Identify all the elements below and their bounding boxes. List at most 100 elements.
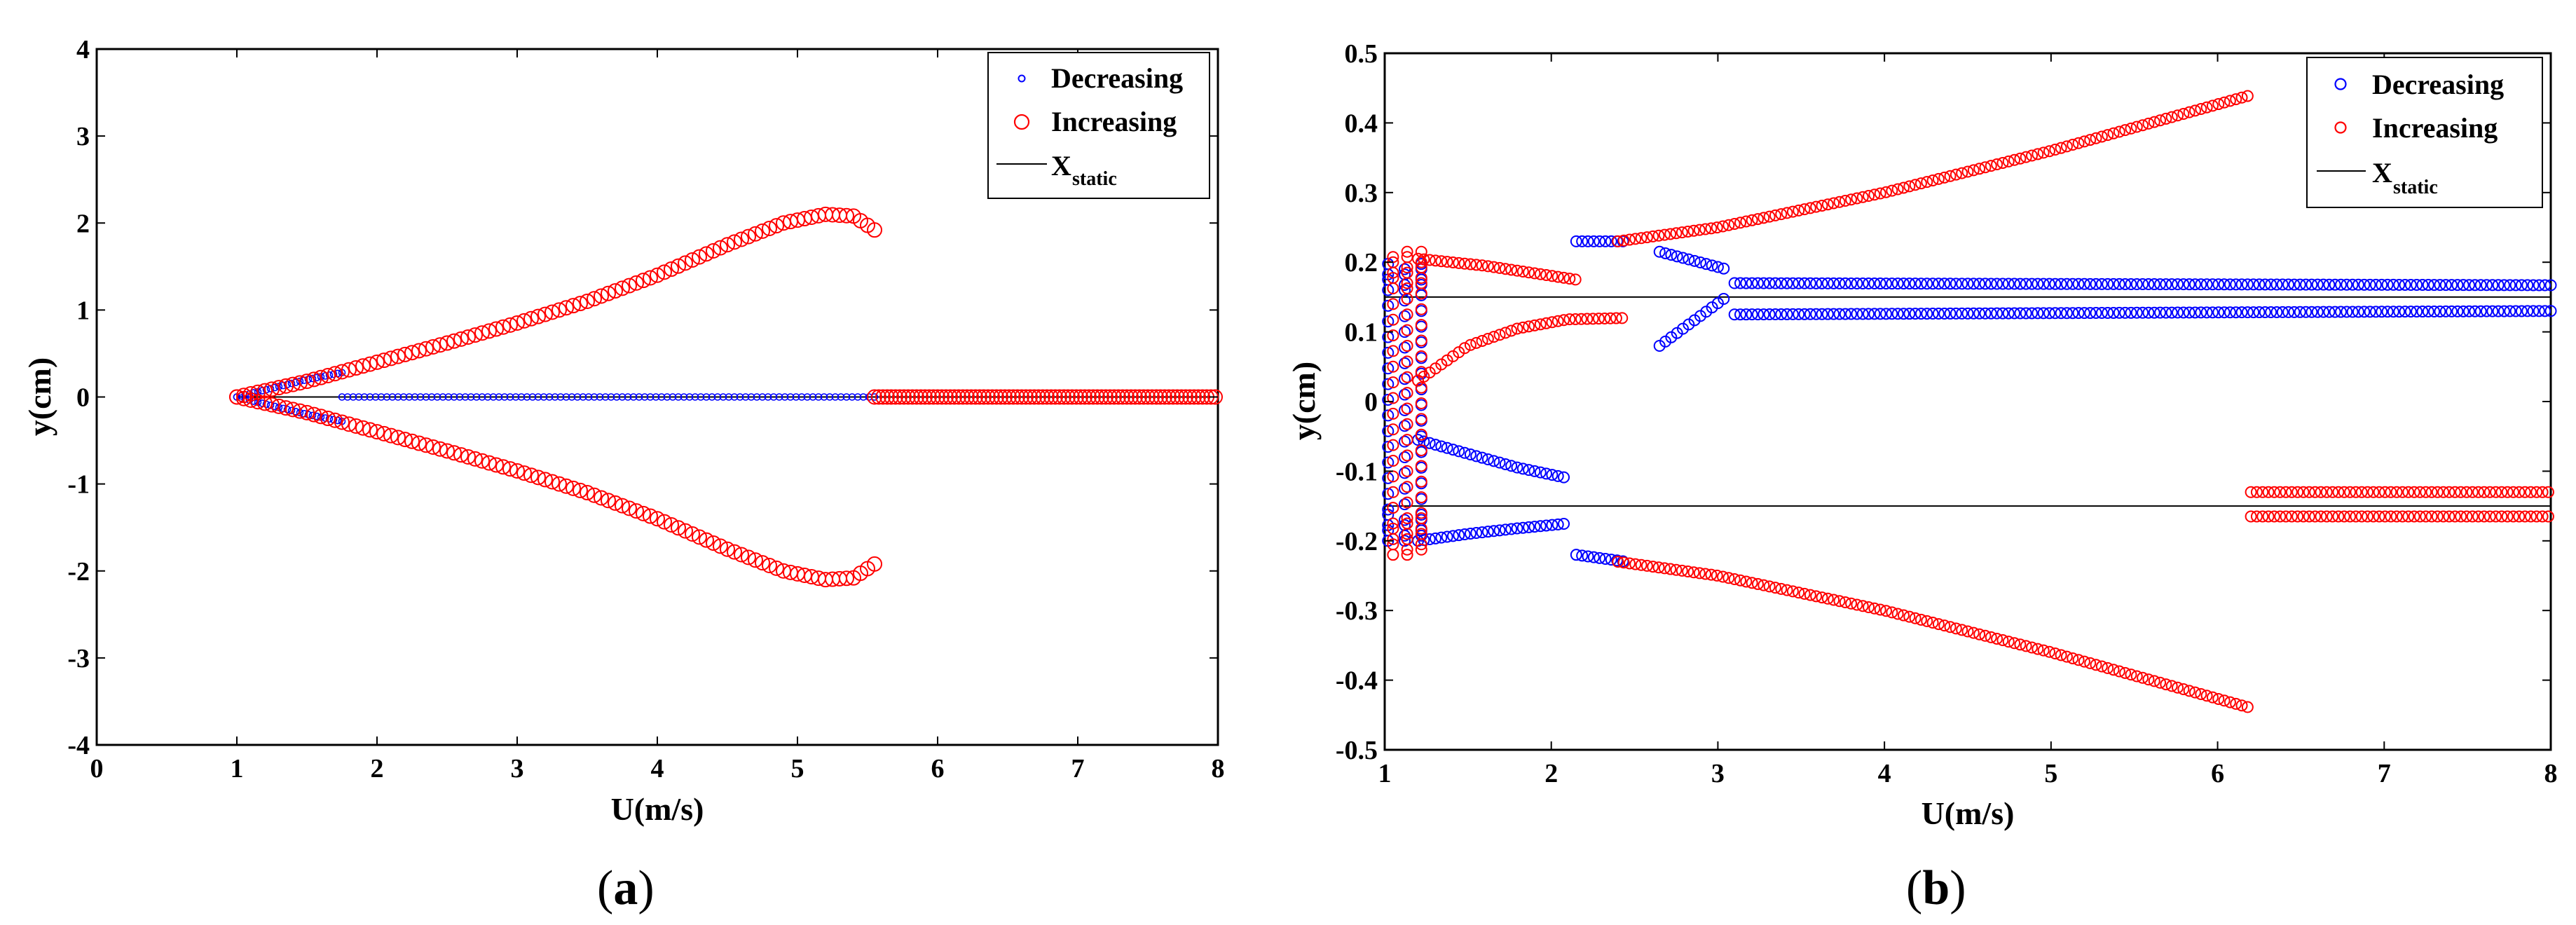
data-point: [1470, 336, 1483, 349]
data-point: [2358, 306, 2371, 318]
y-tick-label: -0.2: [1336, 527, 1378, 556]
data-point: [1897, 308, 1910, 320]
data-point: [1700, 258, 1713, 270]
data-point: [2341, 306, 2353, 318]
data-point: [2376, 306, 2388, 318]
data-point: [837, 393, 845, 401]
data-point: [2137, 671, 2149, 684]
data-point: [1387, 423, 1399, 436]
data-point: [2200, 278, 2213, 291]
data-point: [1540, 317, 1553, 329]
legend-label-xstatic: X: [2372, 157, 2392, 189]
data-point: [1387, 454, 1399, 467]
data-point: [2177, 683, 2190, 696]
data-point: [1401, 418, 1413, 430]
data-point: [1682, 566, 1694, 578]
data-point: [2367, 510, 2380, 523]
data-point: [1973, 628, 1986, 640]
data-point: [2544, 305, 2557, 317]
data-point: [1191, 389, 1206, 405]
data-point: [650, 267, 665, 283]
data-point: [2451, 305, 2464, 317]
data-point: [1845, 193, 1858, 206]
data-point: [1534, 318, 1547, 331]
data-point: [308, 411, 317, 420]
data-point: [1944, 278, 1957, 290]
data-point: [1740, 215, 1753, 228]
data-point: [2425, 510, 2438, 523]
data-point: [1534, 268, 1547, 280]
data-point: [2428, 279, 2441, 292]
data-point: [2323, 278, 2336, 291]
data-point: [2090, 659, 2102, 671]
data-point: [1683, 253, 1695, 266]
legend-marker-increasing: [2334, 121, 2347, 134]
data-point: [1001, 389, 1017, 405]
data-point: [299, 404, 315, 420]
data-point: [1511, 264, 1523, 277]
data-point: [1399, 519, 1411, 531]
data-point: [2195, 306, 2207, 319]
data-point: [892, 389, 907, 405]
data-point: [2142, 278, 2155, 291]
data-point: [2311, 306, 2324, 318]
data-point: [1833, 308, 1846, 320]
data-point: [2160, 278, 2172, 291]
data-point: [2020, 307, 2032, 320]
data-point: [1401, 245, 1413, 258]
data-point: [545, 393, 554, 401]
data-point: [629, 275, 644, 291]
data-point: [2306, 278, 2318, 291]
data-point: [989, 389, 1004, 405]
data-point: [2513, 486, 2526, 498]
data-point: [2142, 306, 2155, 319]
data-point: [1488, 331, 1500, 343]
data-point: [2285, 510, 2298, 523]
data-point: [1599, 235, 1612, 247]
chart-panel-a: 0 1 2 3 4 5 6 7 8 -4 -3 -2 -1 0 1 2 3 4 U(m/s) y(cm) Dec…: [22, 35, 1225, 827]
data-point: [1967, 626, 1980, 639]
data-point: [2119, 278, 2132, 290]
data-point: [562, 393, 570, 401]
data-point: [2294, 278, 2306, 291]
increasing-series: [1387, 90, 2554, 713]
x-axis-label: U(m/s): [1921, 795, 2015, 831]
data-point: [1856, 191, 1869, 203]
data-point: [997, 389, 1013, 405]
data-point: [2539, 279, 2551, 292]
data-point: [2420, 510, 2432, 523]
data-point: [691, 393, 699, 401]
data-point: [1786, 277, 1799, 289]
data-point: [1781, 584, 1793, 596]
data-point: [2483, 486, 2496, 498]
data-point: [1991, 307, 2003, 320]
data-point: [366, 393, 374, 401]
data-point: [2524, 486, 2537, 498]
data-point: [1979, 161, 1992, 174]
data-point: [2311, 278, 2324, 291]
data-point: [1174, 389, 1189, 405]
data-point: [2235, 91, 2248, 104]
data-point: [839, 207, 854, 224]
data-point: [1441, 530, 1453, 543]
data-point: [2362, 486, 2374, 498]
data-point: [1996, 634, 2009, 647]
data-point: [959, 389, 975, 405]
data-point: [1415, 261, 1427, 274]
data-point: [2060, 278, 2073, 290]
data-point: [615, 280, 630, 296]
data-point: [1576, 549, 1589, 562]
data-point: [1914, 308, 1927, 320]
data-point: [1804, 308, 1816, 320]
chart-panel-b: 1 2 3 4 5 6 7 8 -0.5 -0.4 -0.3 -0.2 -0.1 0 0.1 0.2 0.3 0…: [1286, 39, 2558, 831]
data-point: [1863, 190, 1875, 203]
data-point: [439, 443, 455, 459]
data-point: [2352, 306, 2364, 318]
data-point: [2416, 306, 2429, 318]
data-point: [2212, 306, 2225, 319]
data-point: [1798, 277, 1811, 289]
data-point: [1064, 389, 1080, 405]
data-point: [1851, 277, 1863, 289]
data-point: [2320, 510, 2333, 523]
data-point: [699, 532, 714, 548]
